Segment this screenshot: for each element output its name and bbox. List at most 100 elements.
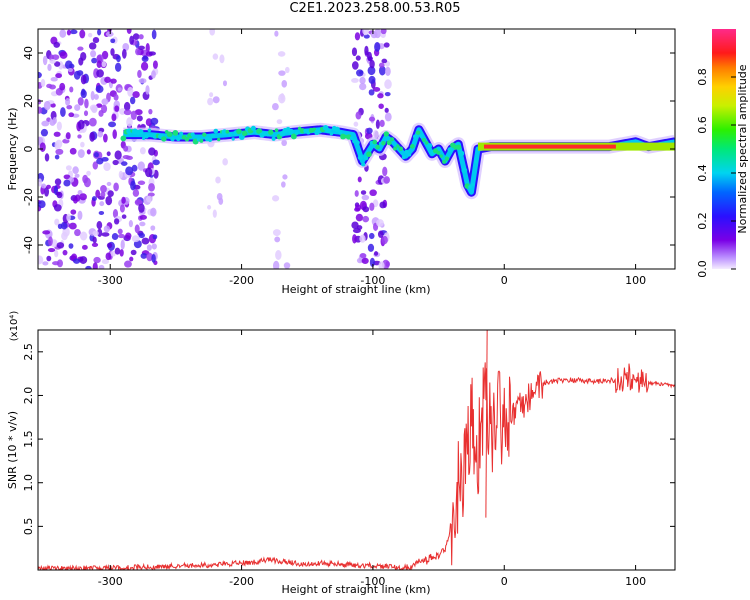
noise-blob: [151, 254, 156, 263]
figure-title: C2E1.2023.258.00.53.R05: [289, 1, 461, 16]
snr-marks: [38, 330, 675, 570]
noise-blob: [93, 152, 99, 158]
noise-blob: [97, 228, 103, 238]
spectrogram-y-tick-label: 20: [22, 94, 35, 108]
noise-blob: [100, 191, 106, 198]
noise-blob: [117, 228, 123, 235]
noise-blob: [44, 153, 50, 162]
noise-blob: [90, 50, 97, 58]
noise-blob: [56, 242, 65, 249]
noise-blob: [207, 97, 214, 106]
noise-blob: [148, 108, 153, 115]
noise-blob: [366, 127, 373, 134]
noise-blob: [55, 148, 64, 155]
noise-blob: [357, 176, 362, 183]
noise-blob: [66, 104, 73, 110]
signal-speckle: [383, 131, 390, 137]
noise-blob: [137, 180, 146, 186]
noise-blob: [381, 58, 388, 64]
noise-blob: [138, 78, 147, 84]
noise-blob: [140, 252, 148, 259]
signal-speckle: [166, 131, 173, 138]
noise-blob: [123, 145, 129, 152]
noise-blob: [53, 41, 61, 48]
snr-series-line: [38, 362, 675, 570]
noise-blob: [77, 210, 83, 221]
noise-blob: [59, 29, 67, 38]
noise-blob: [283, 262, 291, 269]
noise-blob: [152, 60, 158, 69]
spectrogram-y-tick-label: 0: [22, 146, 35, 153]
noise-blob: [148, 147, 156, 156]
noise-blob: [373, 251, 379, 256]
signal-speckle: [444, 156, 450, 161]
signal-speckle: [458, 150, 465, 157]
snr-x-tick-label: 100: [625, 575, 646, 588]
noise-blob: [111, 113, 117, 122]
noise-blob: [51, 54, 60, 61]
signal-speckle: [334, 126, 340, 133]
signal-speckle: [231, 137, 235, 141]
noise-blob: [384, 112, 392, 122]
noise-blob: [38, 200, 46, 209]
signal-speckle: [179, 131, 184, 136]
noise-blob: [378, 62, 385, 68]
noise-blob: [101, 259, 109, 265]
noise-blob: [106, 181, 112, 187]
noise-blob: [144, 167, 153, 178]
spectrogram-y-axis-label: Frequency (Hz): [6, 108, 19, 191]
noise-blob: [141, 237, 150, 245]
noise-blob: [86, 170, 91, 176]
signal-speckle: [274, 128, 279, 133]
noise-blob: [46, 184, 52, 189]
noise-blob: [378, 65, 386, 76]
noise-blob: [38, 178, 43, 187]
noise-blob: [129, 35, 135, 45]
noise-blob: [41, 183, 47, 189]
signal-speckle: [202, 132, 207, 137]
noise-blob: [106, 151, 111, 157]
noise-blob: [69, 86, 74, 93]
noise-blob: [50, 76, 58, 82]
signal-speckle: [381, 140, 386, 146]
noise-blob: [276, 119, 283, 125]
noise-blob: [55, 191, 61, 196]
signal-speckle: [172, 130, 179, 136]
noise-blob: [65, 165, 72, 171]
noise-blob: [384, 79, 392, 90]
noise-blob: [76, 70, 84, 76]
noise-blob: [65, 132, 71, 140]
noise-blob: [207, 205, 212, 210]
snr-x-tick-label: 0: [501, 575, 508, 588]
noise-blob: [43, 100, 51, 111]
noise-blob: [356, 69, 364, 77]
signal-speckle: [288, 128, 294, 135]
snr-y-axis-label: SNR (10 * v/v): [6, 411, 19, 489]
noise-blob: [212, 209, 217, 218]
signal-speckle: [225, 129, 230, 134]
noise-blob: [354, 190, 359, 197]
signal-speckle: [363, 155, 369, 161]
signal-speckle: [455, 144, 462, 150]
noise-blob: [96, 103, 103, 108]
noise-blob: [85, 265, 92, 269]
colorbar-tick-label: 0.0: [696, 260, 709, 278]
spectrogram-x-tick-label: -200: [229, 274, 254, 287]
noise-blob: [55, 73, 62, 79]
signal-speckle: [393, 146, 397, 151]
noise-blob: [378, 103, 384, 109]
noise-blob: [382, 166, 388, 177]
noise-blob: [148, 51, 156, 56]
spectrogram-y-ticks: -40 -20 0 20 40: [22, 46, 675, 254]
noise-blob: [384, 92, 391, 97]
spectrogram-x-axis-label: Height of straight line (km): [281, 283, 430, 296]
signal-speckle: [190, 132, 195, 137]
noise-blob: [74, 104, 81, 111]
signal-speckle: [442, 159, 447, 164]
noise-blob: [282, 174, 288, 180]
signal-speckle: [424, 141, 429, 145]
noise-blob: [384, 66, 391, 76]
noise-blob: [272, 229, 281, 237]
signal-speckle: [349, 136, 354, 141]
noise-blob: [368, 116, 376, 122]
